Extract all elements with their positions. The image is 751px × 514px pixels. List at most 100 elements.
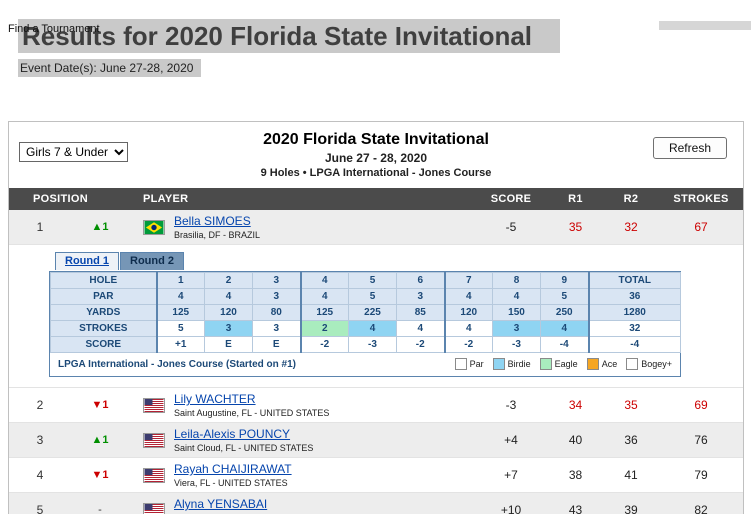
sc-row-label-yards: YARDS <box>50 304 157 321</box>
header-score: SCORE <box>490 193 532 205</box>
ace-swatch-icon <box>586 358 599 370</box>
player-row: 1 ▲1 Bella SIMOES Brasilia, DF - BRAZIL … <box>9 210 743 245</box>
player-info: Bella SIMOES Brasilia, DF - BRAZIL <box>174 214 260 240</box>
sc-cell: 5 <box>348 272 397 289</box>
sc-cell: 250 <box>540 304 589 321</box>
scorecard-par-row: PAR 4 4 3 4 5 3 4 4 5 36 <box>50 288 681 305</box>
sc-cell: -2 <box>443 336 493 353</box>
score-value: +4 <box>504 433 518 447</box>
sc-cell: 4 <box>204 288 253 305</box>
sc-cell: 3 <box>396 288 445 305</box>
scorecard-score-row: SCORE +1 E E -2 -3 -2 -2 -3 -4 -4 <box>50 336 681 353</box>
legend-item-ace: Ace <box>586 358 617 370</box>
sc-row-label-score: SCORE <box>50 336 157 353</box>
scorecard-tabs: Round 1 Round 2 <box>55 252 743 271</box>
score-legend: Par Birdie Eagle Ace Bogey+ <box>454 358 672 370</box>
sc-cell: 125 <box>299 304 349 321</box>
player-info: Lily WACHTER Saint Augustine, FL - UNITE… <box>174 392 329 418</box>
player-location: Saint Cloud, FL - UNITED STATES <box>174 443 314 453</box>
player-location: Viera, FL - UNITED STATES <box>174 478 288 488</box>
sc-cell: 4 <box>492 288 541 305</box>
sc-cell: 3 <box>252 272 301 289</box>
position-value: 2 <box>36 398 44 412</box>
sc-cell: -2 <box>396 336 445 353</box>
refresh-button[interactable]: Refresh <box>652 137 727 159</box>
sc-total-value: 36 <box>587 288 681 305</box>
scorecard-table: HOLE 1 2 3 4 5 6 7 8 9 TOTAL PAR 4 4 3 <box>50 272 681 353</box>
tab-round-1[interactable]: Round 1 <box>55 252 119 270</box>
player-link[interactable]: Rayah CHAIJIRAWAT <box>174 462 292 476</box>
player-cell: Alyna YENSABAI Lake Worth , FL - UNITED … <box>129 497 474 514</box>
header-r2: R2 <box>623 193 639 205</box>
sc-cell: 120 <box>204 304 253 321</box>
sc-cell: 150 <box>492 304 541 321</box>
legend-item-eagle: Eagle <box>539 358 578 370</box>
sc-cell: 7 <box>443 272 493 289</box>
movement-indicator: ▲1 <box>91 221 109 233</box>
us-flag-icon <box>143 432 165 448</box>
sc-cell: 2 <box>204 272 253 289</box>
sc-total-value: -4 <box>587 336 681 353</box>
sc-cell: 120 <box>443 304 493 321</box>
position-value: 3 <box>36 433 44 447</box>
sc-cell: 9 <box>540 272 589 289</box>
sc-row-label-strokes: STROKES <box>50 320 157 337</box>
sc-total-value: 32 <box>587 320 681 337</box>
bogey-swatch-icon <box>626 358 639 370</box>
scorecard-footer: LPGA International - Jones Course (Start… <box>50 353 680 376</box>
strokes-value: 79 <box>694 468 708 482</box>
player-cell: Bella SIMOES Brasilia, DF - BRAZIL <box>129 214 474 240</box>
score-value: -3 <box>505 398 517 412</box>
player-link[interactable]: Lily WACHTER <box>174 392 256 406</box>
tab-round-2[interactable]: Round 2 <box>120 252 184 270</box>
page-title: Results for 2020 Florida State Invitatio… <box>18 19 751 53</box>
sc-cell: 5 <box>540 288 589 305</box>
header-player: PLAYER <box>143 193 189 205</box>
legend-item-par: Par <box>454 358 484 370</box>
sc-cell: 4 <box>299 272 349 289</box>
sc-cell: 80 <box>252 304 301 321</box>
course-note: LPGA International - Jones Course (Start… <box>58 358 296 370</box>
sc-cell-birdie: 4 <box>348 320 397 337</box>
event-dates: Event Date(s): June 27-28, 2020 <box>18 59 751 78</box>
sc-total-label: TOTAL <box>587 272 681 289</box>
sc-cell: 1 <box>155 272 205 289</box>
legend-item-birdie: Birdie <box>492 358 531 370</box>
r2-value: 35 <box>624 398 638 412</box>
us-flag-icon <box>143 397 165 413</box>
sc-cell: 225 <box>348 304 397 321</box>
division-select[interactable]: Girls 7 & Under <box>19 142 128 162</box>
player-link[interactable]: Leila-Alexis POUNCY <box>174 427 291 441</box>
player-location: Brasilia, DF - BRAZIL <box>174 230 261 240</box>
sc-cell: E <box>204 336 253 353</box>
player-row: 4 ▼1 Rayah CHAIJIRAWAT Viera, FL - UNITE… <box>9 458 743 493</box>
movement-indicator: ▼1 <box>91 399 109 411</box>
sc-total-value: 1280 <box>587 304 681 321</box>
sc-row-label-par: PAR <box>50 288 157 305</box>
legend-item-bogey: Bogey+ <box>626 358 672 370</box>
sc-cell-bogey: 5 <box>155 320 205 337</box>
sc-cell: 3 <box>252 288 301 305</box>
r2-value: 32 <box>624 220 638 234</box>
r1-value: 38 <box>568 468 583 482</box>
scorecard-strokes-row: STROKES 5 3 3 2 4 4 4 3 4 32 <box>50 320 681 337</box>
sc-cell: 5 <box>348 288 397 305</box>
player-link[interactable]: Alyna YENSABAI <box>174 497 268 511</box>
tournament-title: 2020 Florida State Invitational <box>263 131 489 148</box>
sc-cell-bogey: 4 <box>396 320 445 337</box>
player-link[interactable]: Bella SIMOES <box>174 214 251 228</box>
header-position: POSITION <box>33 193 88 205</box>
player-row: 5 - Alyna YENSABAI Lake Worth , FL - UNI… <box>9 493 743 514</box>
sc-cell: -3 <box>348 336 397 353</box>
sc-cell-birdie: 3 <box>492 320 541 337</box>
find-tournament-link[interactable]: Find a Tournament <box>8 23 100 35</box>
sc-cell: -3 <box>492 336 541 353</box>
results-panel: Girls 7 & Under 2020 Florida State Invit… <box>8 121 744 514</box>
movement-indicator: - <box>98 504 102 514</box>
sc-cell: 8 <box>492 272 541 289</box>
score-value: +7 <box>504 468 518 482</box>
sc-cell: 4 <box>155 288 205 305</box>
sc-cell: +1 <box>155 336 205 353</box>
position-value: 1 <box>36 220 44 234</box>
panel-header: Girls 7 & Under 2020 Florida State Invit… <box>9 122 743 188</box>
